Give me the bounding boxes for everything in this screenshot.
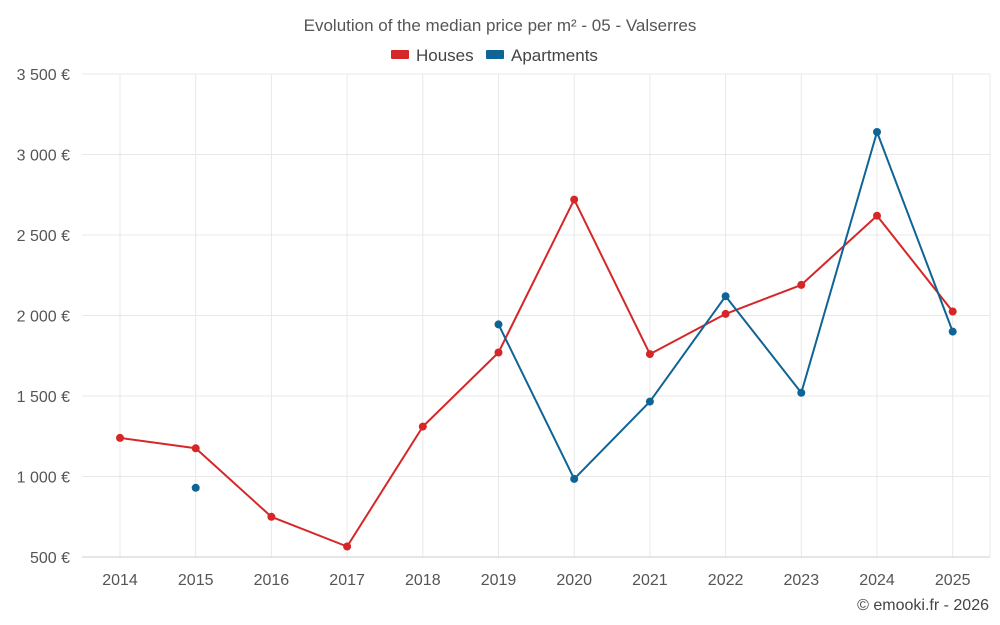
data-point-houses-2024[interactable]: [873, 211, 881, 220]
series-houses: [116, 195, 957, 551]
y-tick-label: 1 500 €: [17, 389, 70, 406]
series-line-houses: [119, 198, 954, 548]
x-tick-label: 2024: [859, 572, 895, 589]
y-tick-label: 3 000 €: [17, 148, 70, 165]
legend: Houses Apartments: [391, 46, 598, 65]
data-point-houses-2017[interactable]: [343, 542, 352, 551]
data-point-apartments-2020[interactable]: [570, 474, 579, 483]
legend-swatch-apartments: [486, 50, 504, 59]
x-tick-label: 2015: [178, 572, 214, 589]
legend-swatch-houses: [391, 50, 409, 59]
legend-item-houses[interactable]: Houses: [391, 46, 474, 65]
x-tick-label: 2017: [329, 572, 365, 589]
series-layer: [116, 128, 957, 551]
legend-label-houses: Houses: [416, 46, 474, 65]
data-point-apartments-2021[interactable]: [645, 397, 654, 406]
y-tick-label: 500 €: [30, 550, 70, 567]
data-point-houses-2019[interactable]: [494, 348, 503, 357]
data-point-houses-2016[interactable]: [267, 512, 276, 521]
data-point-apartments-2023[interactable]: [797, 388, 806, 397]
chart-title: Evolution of the median price per m² - 0…: [304, 16, 697, 35]
data-point-apartments-2015[interactable]: [191, 483, 200, 492]
data-point-houses-2023[interactable]: [797, 280, 806, 289]
x-tick-label: 2023: [784, 572, 820, 589]
data-point-apartments-2024[interactable]: [873, 128, 881, 136]
legend-item-apartments[interactable]: Apartments: [486, 46, 598, 65]
y-tick-label: 1 000 €: [17, 470, 70, 487]
data-point-houses-2018[interactable]: [418, 422, 427, 431]
legend-label-apartments: Apartments: [511, 46, 598, 65]
data-point-houses-2021[interactable]: [645, 350, 654, 359]
x-tick-label: 2014: [102, 572, 138, 589]
x-tick-labels: 2014 2015 2016 2017 2018 2019 2020 2021 2022 2023…: [102, 572, 970, 589]
y-tick-label: 2 000 €: [17, 309, 70, 326]
x-tick-label: 2022: [708, 572, 744, 589]
credit-text: © emooki.fr - 2026: [857, 597, 989, 614]
y-tick-label: 3 500 €: [17, 67, 70, 84]
x-tick-label: 2016: [254, 572, 290, 589]
data-point-houses-2022[interactable]: [721, 309, 730, 318]
data-point-houses-2014[interactable]: [116, 433, 124, 442]
data-point-apartments-2022[interactable]: [721, 292, 730, 301]
x-tick-label: 2020: [556, 572, 592, 589]
y-tick-labels: 500 € 1 000 € 1 500 € 2 000 € 2 500 € 3 000 €…: [17, 67, 70, 567]
x-tick-label: 2021: [632, 572, 668, 589]
data-point-houses-2020[interactable]: [570, 195, 579, 204]
x-tick-label: 2018: [405, 572, 441, 589]
data-point-apartments-2025[interactable]: [948, 327, 957, 336]
data-point-houses-2025[interactable]: [948, 307, 957, 316]
y-tick-label: 2 500 €: [17, 228, 70, 245]
series-apartments: [191, 128, 957, 492]
data-point-houses-2015[interactable]: [191, 444, 200, 453]
x-tick-label: 2019: [481, 572, 517, 589]
data-point-apartments-2019[interactable]: [494, 320, 503, 329]
y-gridlines: [82, 73, 990, 477]
x-tick-label: 2025: [935, 572, 971, 589]
